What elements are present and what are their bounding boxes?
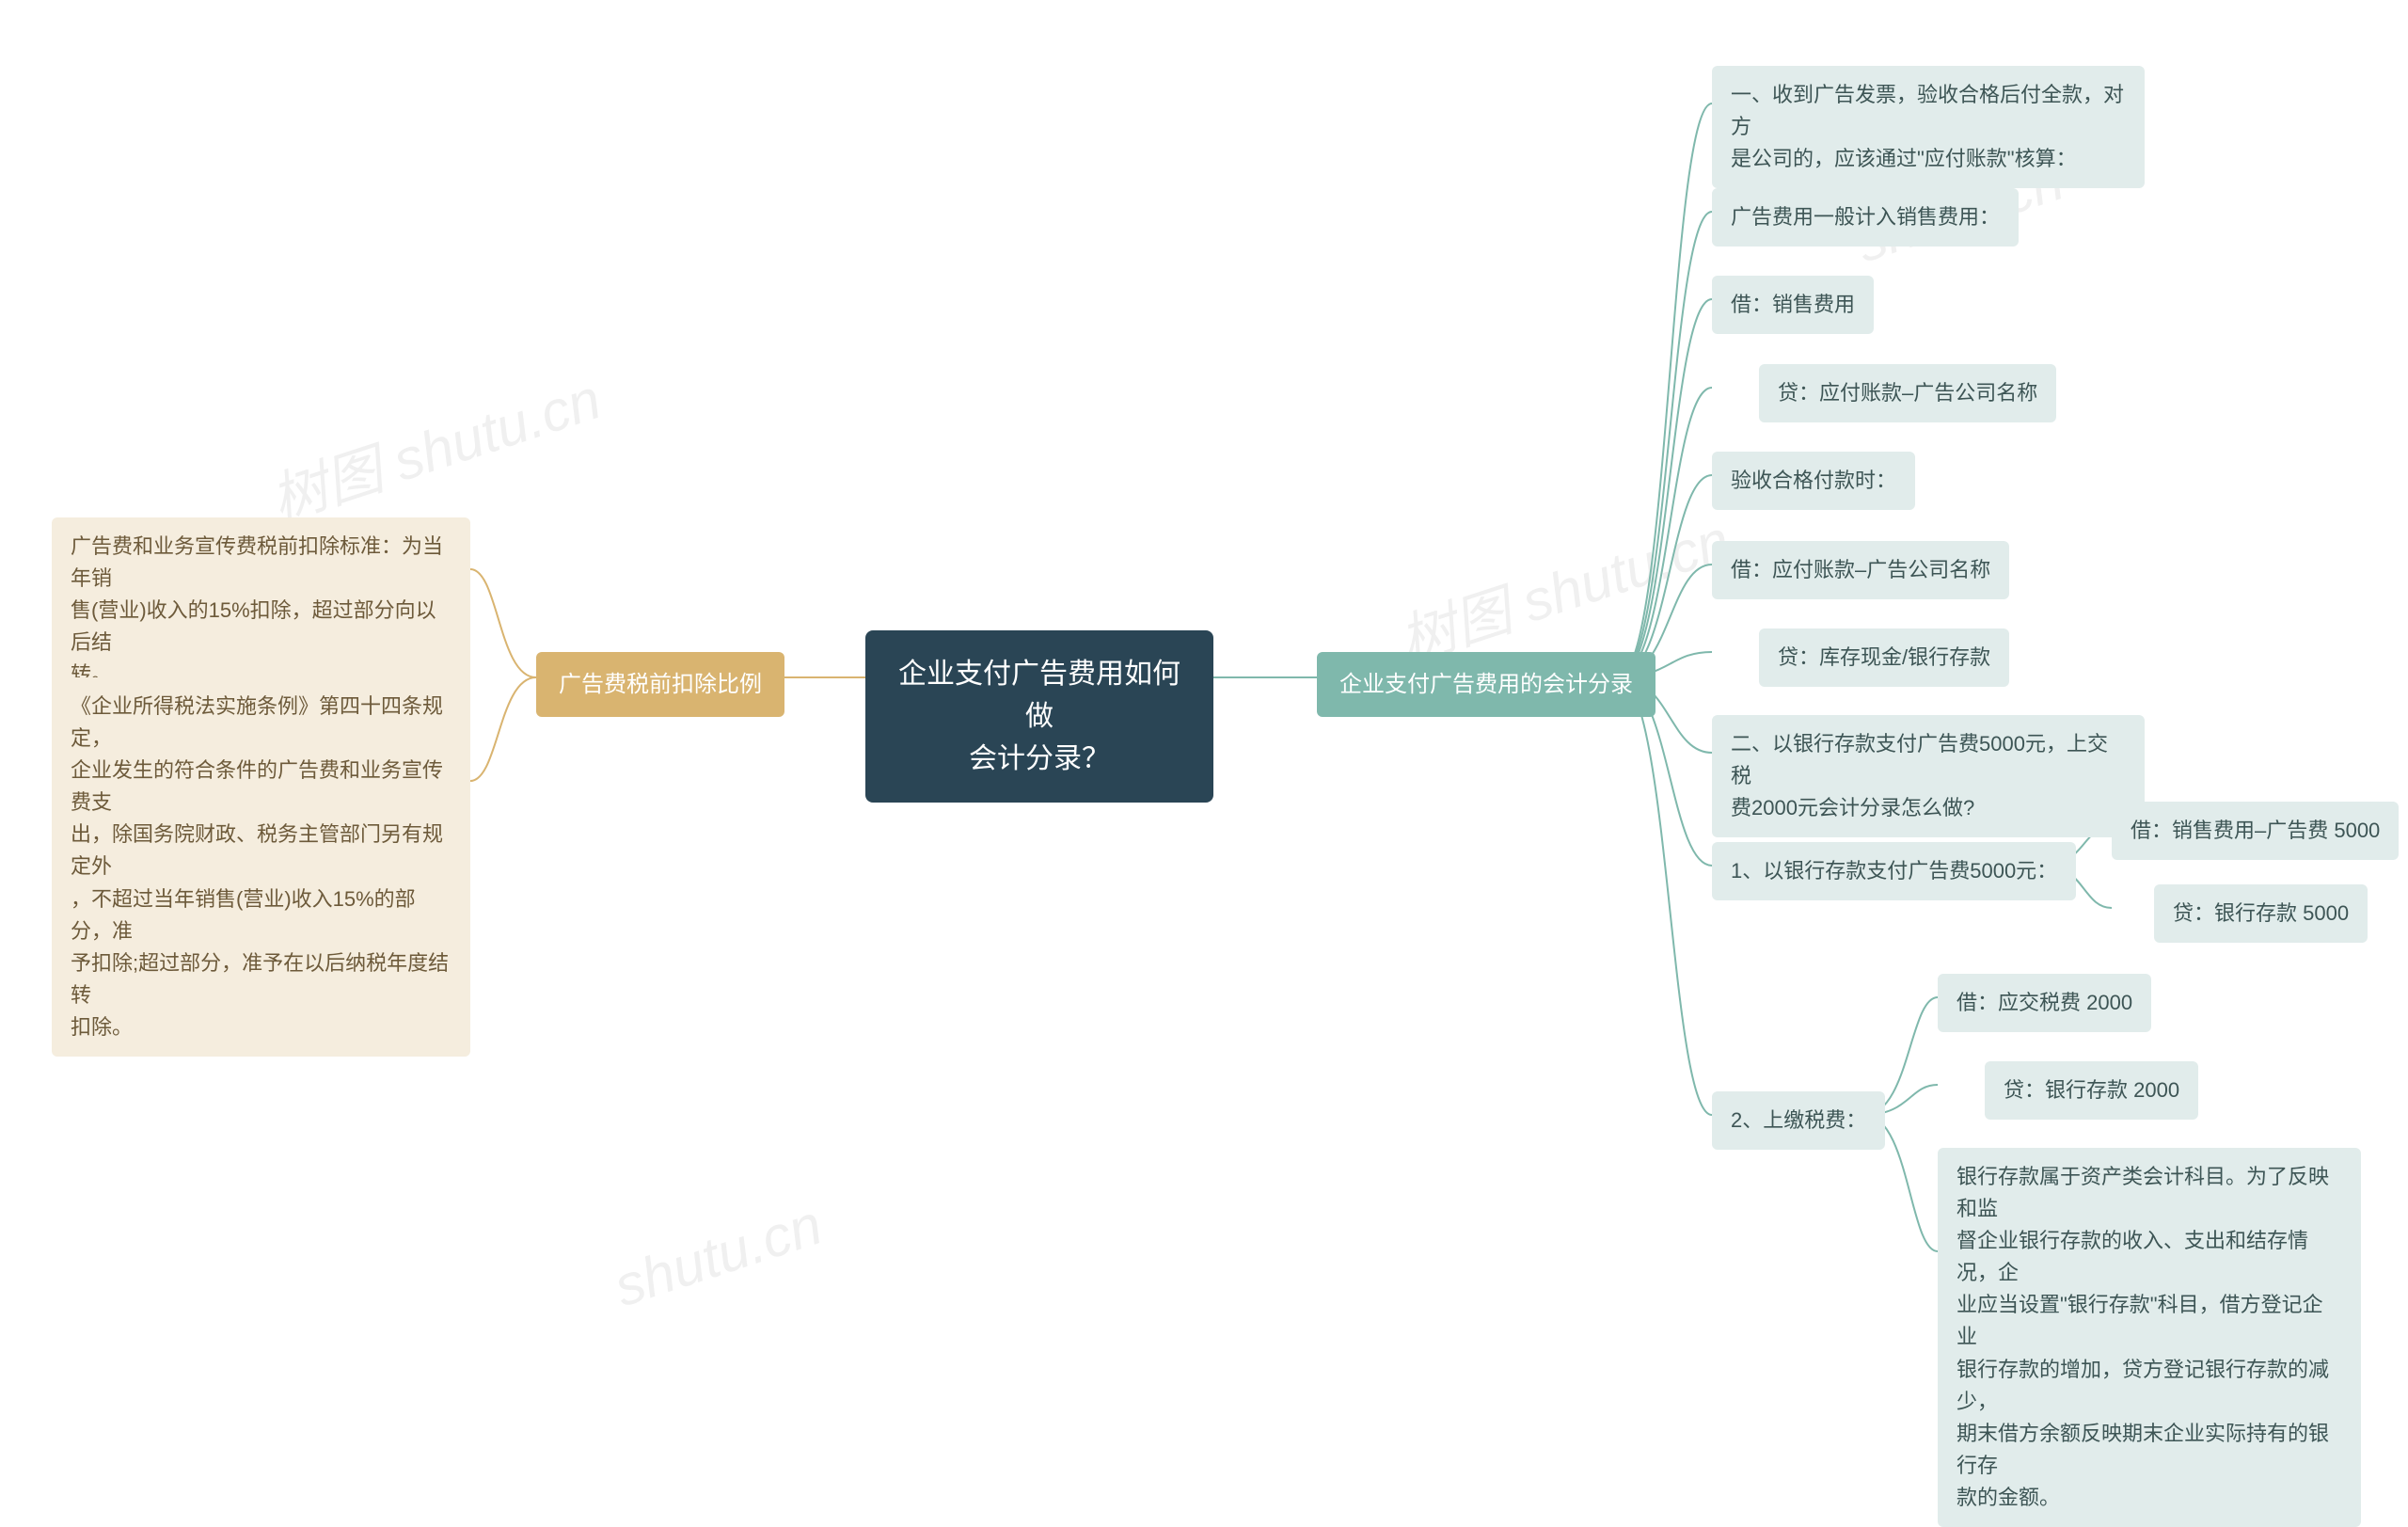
right-leaf-4: 贷：应付账款–广告公司名称: [1759, 364, 2056, 422]
watermark-4: shutu.cn: [607, 1192, 830, 1320]
right-leaf-7: 贷：库存现金/银行存款: [1759, 628, 2009, 687]
right-leaf-10: 2、上缴税费：: [1712, 1091, 1885, 1150]
right-leaf-10b: 贷：银行存款 2000: [1985, 1061, 2198, 1120]
right-leaf-3: 借：销售费用: [1712, 276, 1874, 334]
right-leaf-8: 二、以银行存款支付广告费5000元，上交税 费2000元会计分录怎么做?: [1712, 715, 2145, 837]
left-leaf-1: 广告费和业务宣传费税前扣除标准：为当年销 售(营业)收入的15%扣除，超过部分向…: [52, 517, 470, 704]
watermark-2: 树图 shutu.cn: [1387, 495, 1738, 678]
left-leaf-2: 《企业所得税法实施条例》第四十四条规定， 企业发生的符合条件的广告费和业务宣传费…: [52, 677, 470, 1057]
right-leaf-2: 广告费用一般计入销售费用：: [1712, 188, 2019, 247]
right-leaf-5: 验收合格付款时：: [1712, 452, 1915, 510]
right-leaf-1: 一、收到广告发票，验收合格后付全款，对方 是公司的，应该通过"应付账款"核算：: [1712, 66, 2145, 188]
right-leaf-10a: 借：应交税费 2000: [1938, 974, 2151, 1032]
right-leaf-9b: 贷：银行存款 5000: [2154, 884, 2368, 943]
right-leaf-9a: 借：销售费用–广告费 5000: [2112, 802, 2399, 860]
right-branch: 企业支付广告费用的会计分录: [1317, 652, 1656, 717]
right-leaf-10c: 银行存款属于资产类会计科目。为了反映和监 督企业银行存款的收入、支出和结存情况，…: [1938, 1148, 2361, 1527]
root-node: 企业支付广告费用如何做 会计分录？: [865, 630, 1213, 803]
right-leaf-6: 借：应付账款–广告公司名称: [1712, 541, 2009, 599]
left-branch: 广告费税前扣除比例: [536, 652, 784, 717]
right-leaf-9: 1、以银行存款支付广告费5000元：: [1712, 842, 2076, 900]
watermark-1: 树图 shutu.cn: [259, 354, 610, 537]
